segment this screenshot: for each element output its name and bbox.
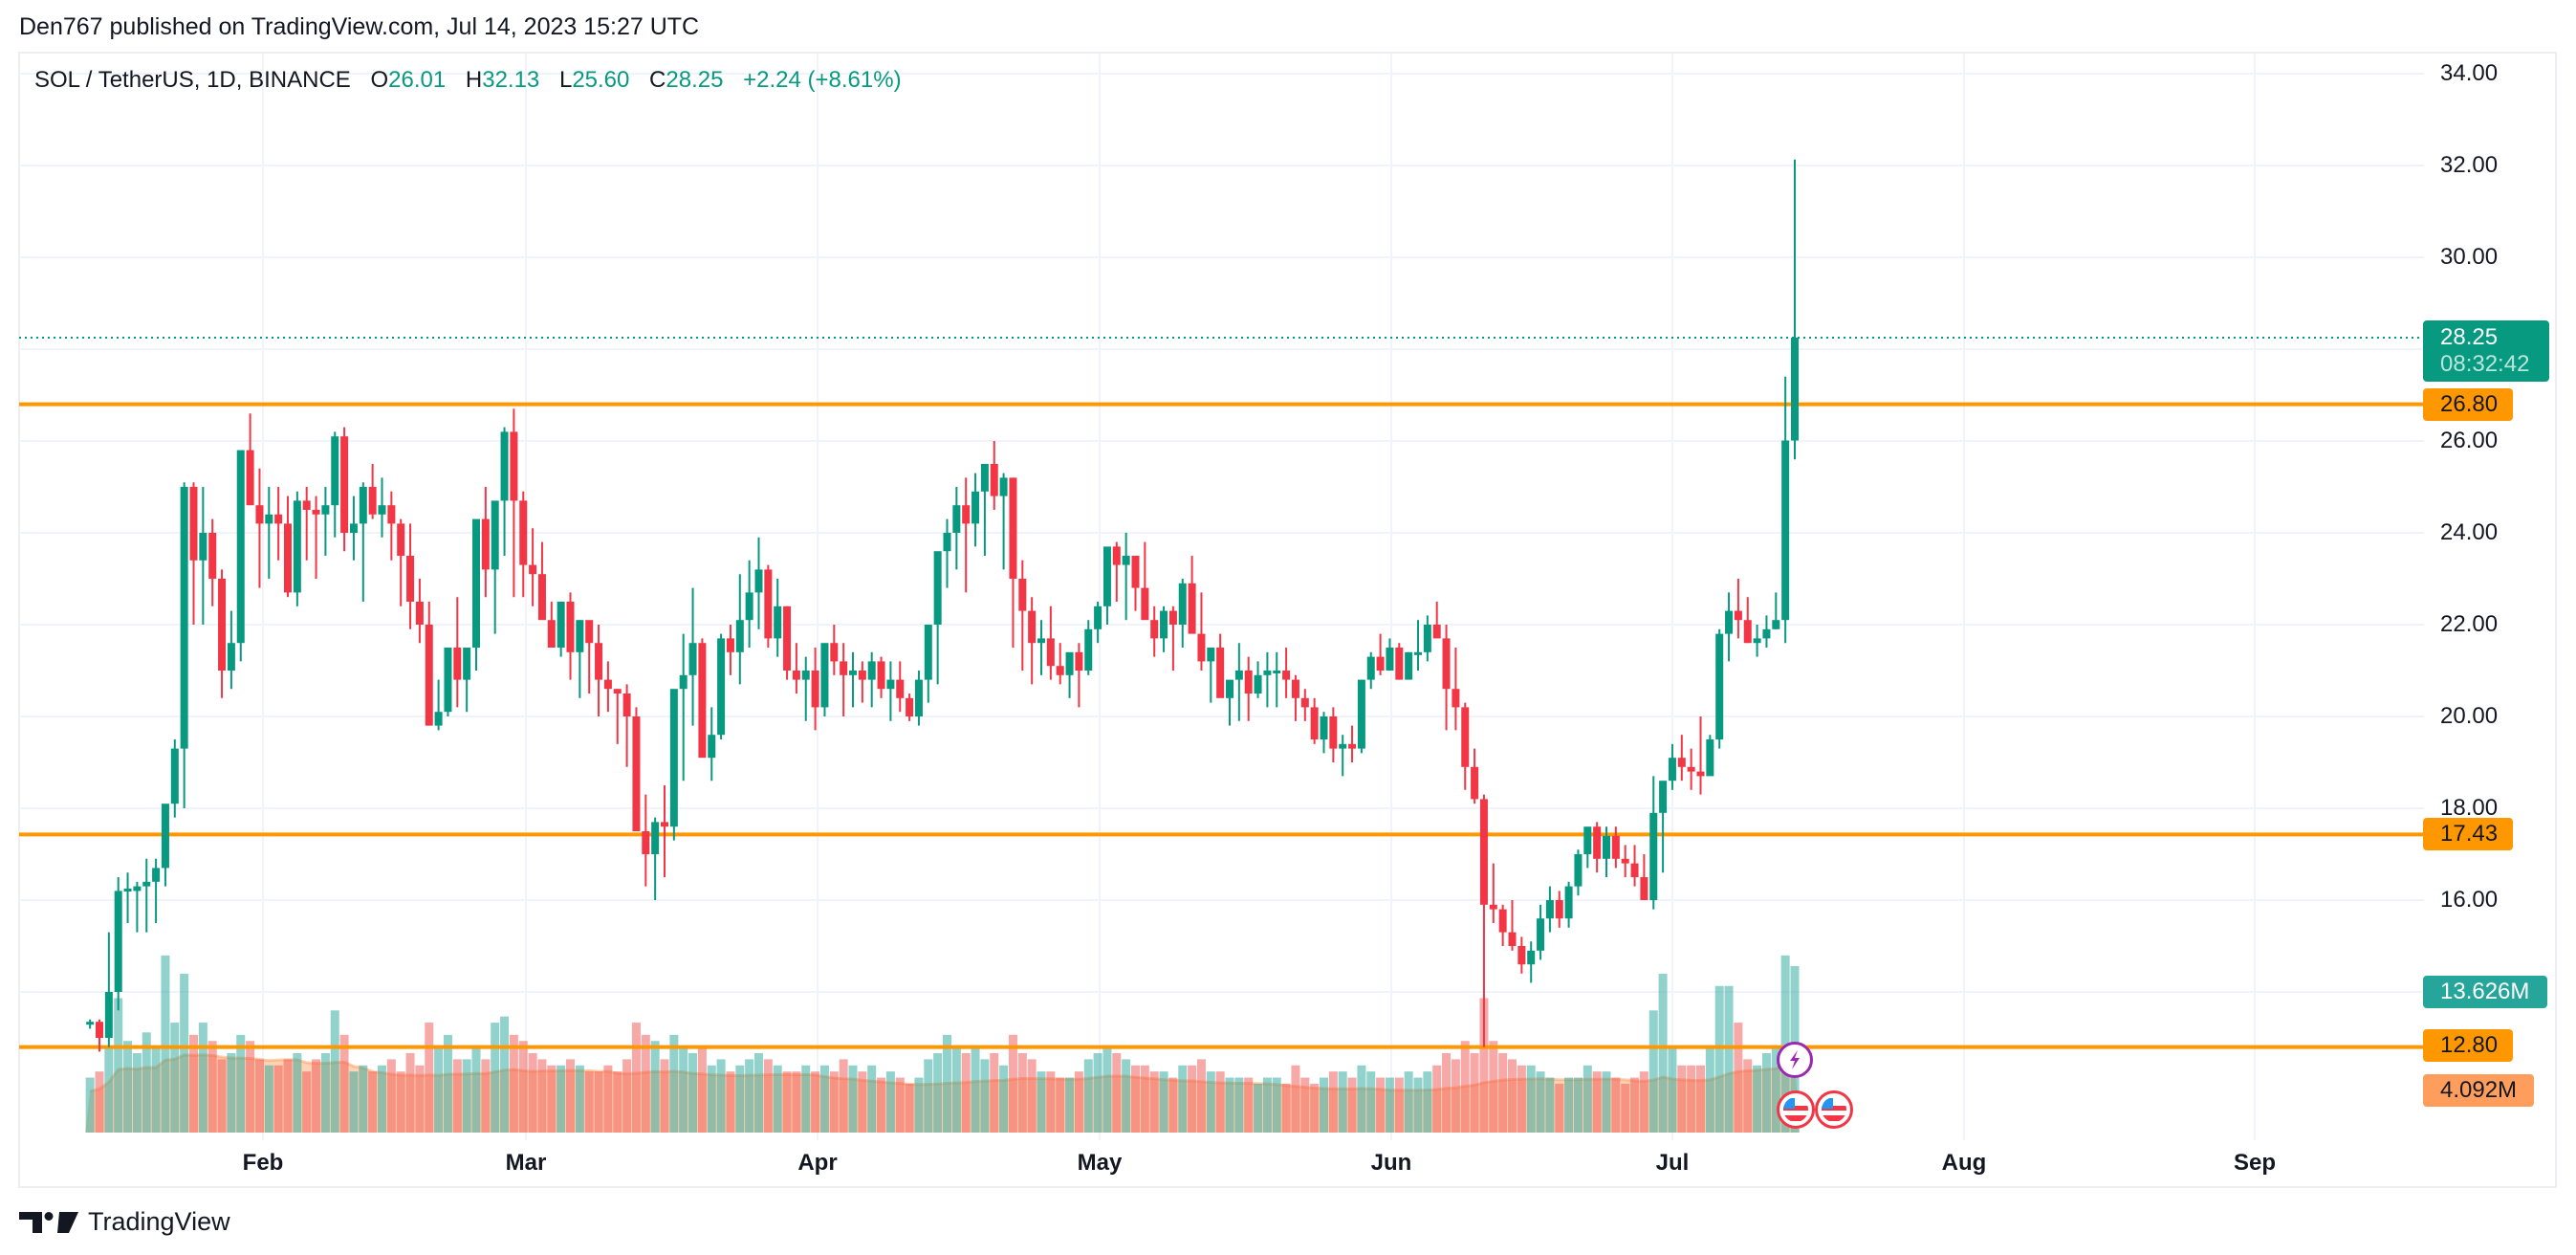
publish-info: Den767 published on TradingView.com, Jul… xyxy=(19,13,700,40)
time-tick: Sep xyxy=(2233,1150,2277,1176)
close-value: 28.25 xyxy=(666,67,724,93)
symbol-label[interactable]: SOL / TetherUS, 1D, BINANCE xyxy=(34,67,351,93)
time-tick: Feb xyxy=(242,1150,284,1176)
change-value: +2.24 (+8.61%) xyxy=(743,67,902,93)
price-tick: 26.00 xyxy=(2440,428,2499,453)
lightning-event-icon[interactable] xyxy=(1777,1042,1813,1078)
time-tick: Mar xyxy=(505,1150,547,1176)
price-tick: 20.00 xyxy=(2440,703,2499,729)
price-tick: 34.00 xyxy=(2440,60,2499,86)
level-tag-12-80[interactable]: 12.80 xyxy=(2423,1029,2513,1062)
time-tick: Jul xyxy=(1655,1150,1690,1176)
level-tag-26-80[interactable]: 26.80 xyxy=(2423,388,2513,421)
chart-grid xyxy=(19,54,2424,1140)
bar-countdown: 08:32:42 xyxy=(2440,351,2530,377)
low-value: 25.60 xyxy=(572,67,630,93)
last-price-value: 28.25 xyxy=(2440,324,2499,350)
us-flag-event-icon[interactable] xyxy=(1815,1090,1853,1129)
time-tick: Jun xyxy=(1370,1150,1412,1176)
time-tick: May xyxy=(1077,1150,1123,1176)
tradingview-logo-icon xyxy=(19,1211,78,1233)
price-tick: 30.00 xyxy=(2440,244,2499,270)
time-tick: Apr xyxy=(797,1150,838,1176)
price-tick: 16.00 xyxy=(2440,887,2499,913)
price-tick: 22.00 xyxy=(2440,611,2499,637)
close-label: C xyxy=(649,67,666,93)
price-tick: 24.00 xyxy=(2440,519,2499,545)
time-tick: Aug xyxy=(1941,1150,1987,1176)
horizontal-levels[interactable] xyxy=(19,402,2424,1049)
tradingview-logo[interactable]: TradingView xyxy=(19,1207,230,1237)
price-tick: 18.00 xyxy=(2440,795,2499,821)
volume-bars xyxy=(85,955,1800,1133)
volume-tag: 13.626M xyxy=(2423,976,2547,1008)
open-value: 26.01 xyxy=(388,67,447,93)
chart-legend: SOL / TetherUS, 1D, BINANCE O26.01 H32.1… xyxy=(34,67,902,94)
volume-ma-tag: 4.092M xyxy=(2423,1074,2534,1107)
tradingview-brand: TradingView xyxy=(88,1207,230,1236)
open-label: O xyxy=(370,67,389,93)
chart-frame xyxy=(18,52,2557,1188)
high-label: H xyxy=(465,67,483,93)
candles xyxy=(86,159,1799,1052)
high-value: 32.13 xyxy=(482,67,540,93)
price-tick: 32.00 xyxy=(2440,152,2499,178)
low-label: L xyxy=(558,67,573,93)
us-flag-event-icon[interactable] xyxy=(1777,1090,1815,1129)
last-price-tag: 28.25 08:32:42 xyxy=(2423,320,2549,382)
level-tag-17-43[interactable]: 17.43 xyxy=(2423,818,2513,850)
